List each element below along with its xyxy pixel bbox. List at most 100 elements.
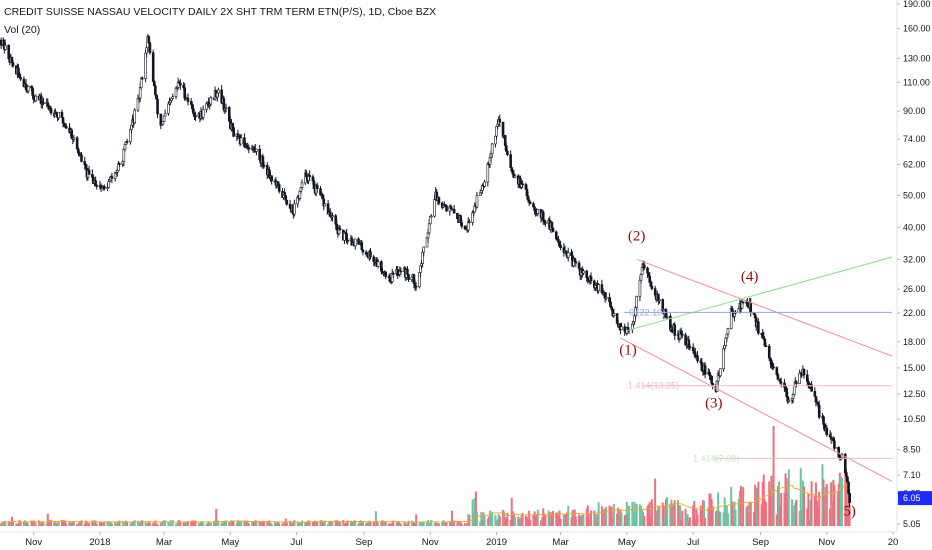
volume-bar (220, 522, 223, 526)
volume-bar (608, 505, 611, 526)
wave-label[interactable]: (3) (705, 395, 723, 411)
price-candle-body (673, 324, 677, 336)
volume-bar (725, 505, 728, 526)
price-candle-body (372, 256, 376, 262)
volume-bar (255, 520, 258, 526)
price-candle-body (688, 346, 692, 349)
wave-label[interactable]: (1) (619, 342, 637, 358)
volume-bar (316, 521, 319, 526)
volume-bar (206, 523, 209, 526)
volume-bar (108, 522, 111, 526)
volume-bar (403, 522, 406, 526)
drawing-layer[interactable]: (1) (2) (3) (4) 5) 1.414(13.25) 1.414(7.98) 0.(… (619, 228, 893, 520)
volume-bar (626, 513, 629, 526)
volume-bar (289, 520, 292, 526)
volume-bar (301, 520, 304, 526)
price-candle-body (399, 270, 403, 273)
volume-indicator-label[interactable]: Vol (20) (4, 24, 41, 36)
price-tick-label: 12.50 (903, 389, 926, 399)
volume-bar (305, 522, 308, 526)
volume-bar (53, 522, 56, 526)
volume-bar (847, 482, 850, 526)
channel-upper-line[interactable] (636, 258, 893, 357)
last-price-label: 6.05 (903, 493, 921, 503)
price-candle-body (767, 345, 771, 359)
volume-ma-layer (0, 484, 850, 524)
volume-bar (475, 512, 478, 526)
volume-bar (31, 522, 34, 526)
price-candle-body (822, 416, 825, 425)
volume-bar (199, 520, 202, 526)
volume-bar (755, 487, 758, 526)
volume-bar (88, 523, 91, 526)
volume-bar (757, 481, 760, 526)
volume-bar (700, 509, 703, 526)
volume-bar (374, 511, 377, 526)
volume-bar (710, 499, 713, 526)
volume-bar (671, 506, 674, 526)
price-candle-body (650, 286, 654, 289)
price-candle-body (710, 375, 713, 384)
last-price-badge (898, 491, 932, 506)
volume-bar (480, 512, 483, 526)
time-tick-label: Nov (818, 537, 835, 548)
volume-bar (642, 511, 645, 526)
volume-bar (686, 514, 689, 526)
price-candle-body (430, 215, 433, 218)
volume-bar (616, 513, 619, 526)
wave-label[interactable]: (2) (628, 228, 646, 244)
price-candle-body (428, 216, 432, 225)
price-candle-body (833, 440, 836, 449)
volume-bar (676, 499, 679, 526)
volume-bar (146, 522, 149, 526)
volume-bar (753, 511, 756, 526)
volume-bar (445, 521, 448, 526)
price-candle-body (61, 117, 65, 124)
price-candle-body (582, 270, 585, 274)
volume-bar (253, 523, 256, 526)
wave-label[interactable]: (4) (741, 269, 759, 285)
volume-bar (559, 518, 562, 526)
volume-bar (818, 491, 821, 526)
volume-bar (228, 522, 231, 526)
volume-bar (655, 511, 658, 526)
volume-bar (380, 522, 383, 526)
price-candle-body (612, 313, 616, 316)
price-candle-body (779, 381, 783, 384)
volume-bar (748, 501, 751, 526)
volume-bar (3, 521, 6, 526)
price-candle-body (32, 95, 35, 100)
volume-bar (802, 486, 805, 526)
volume-bar (532, 514, 535, 526)
volume-bar (814, 482, 817, 526)
volume-bar (707, 507, 710, 526)
channel-lower-line[interactable] (620, 337, 893, 482)
green-trend-line[interactable] (627, 256, 893, 331)
price-candle-body (604, 297, 608, 299)
volume-bar (185, 521, 188, 526)
volume-bar (354, 520, 357, 526)
volume-bar (308, 520, 311, 526)
price-tick-label: 8.50 (903, 444, 921, 454)
volume-bar (670, 499, 673, 526)
volume-bar (779, 506, 782, 526)
volume-bar (619, 509, 622, 526)
volume-bar (2, 522, 5, 526)
volume-bar (489, 510, 492, 526)
volume-bar (282, 521, 285, 526)
volume-bar (831, 501, 834, 526)
volume-bar (536, 509, 539, 526)
time-tick-label: Sep (752, 537, 769, 548)
volume-bar (684, 508, 687, 526)
volume-bar (365, 523, 368, 526)
volume-bar (836, 490, 839, 526)
volume-bar (314, 520, 317, 526)
volume-bar (116, 521, 119, 526)
volume-bar (694, 519, 697, 526)
volume-bar (369, 521, 372, 526)
volume-bar (298, 522, 301, 526)
volume-bar (366, 522, 369, 526)
wave-label[interactable]: 5) (843, 504, 856, 520)
